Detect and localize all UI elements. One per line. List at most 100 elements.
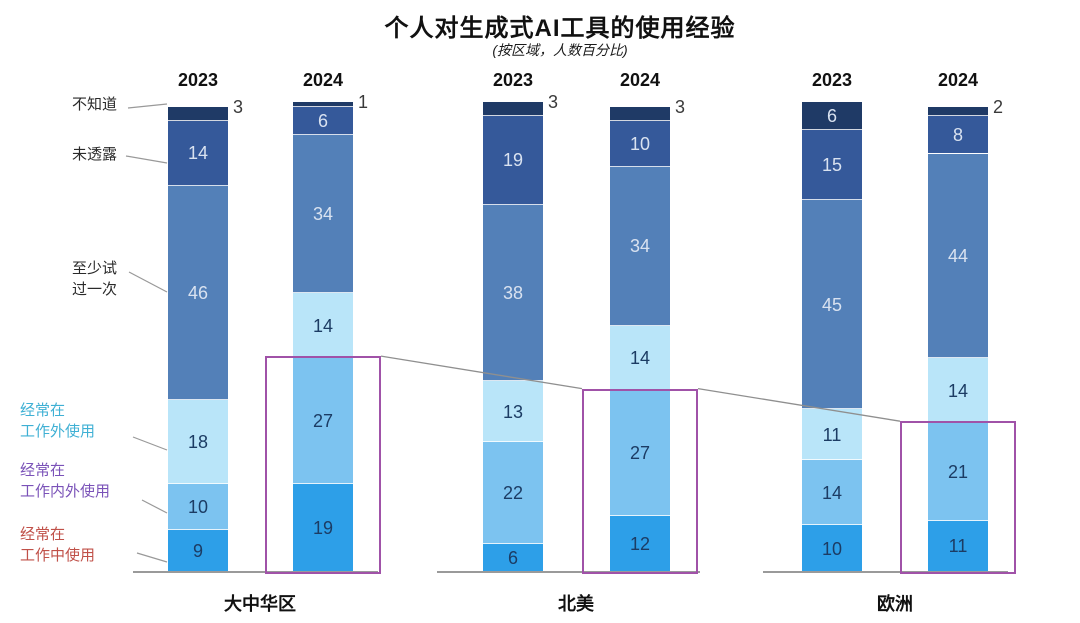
segment-value: 6 (317, 110, 328, 131)
bar-segment-经常在工作内外使用: 27 (610, 390, 670, 517)
bar-segment-经常在工作外使用: 13 (483, 381, 543, 442)
highlight-box-北美 (582, 388, 698, 574)
segment-value: 19 (502, 150, 524, 171)
bar-segment-经常在工作内外使用: 27 (293, 358, 353, 484)
category-label-not-disclosed: 未透露 (72, 144, 117, 165)
bar-segment-至少试过一次: 38 (483, 204, 543, 382)
segment-value: 14 (187, 143, 209, 164)
segment-value: 10 (821, 538, 843, 559)
bar-segment-至少试过一次: 44 (928, 153, 988, 359)
segment-value: 45 (821, 294, 843, 315)
segment-value: 11 (822, 424, 842, 445)
category-label-text: 过一次 (72, 281, 118, 298)
segment-value: 15 (821, 155, 843, 176)
segment-value: 8 (952, 124, 963, 145)
bar-segment-经常在工作内外使用: 22 (483, 441, 543, 545)
bar-segment-不知道 (168, 107, 228, 121)
bar-segment-经常在工作中使用: 9 (168, 530, 228, 572)
bar-segment-经常在工作中使用: 11 (928, 520, 988, 572)
category-label-often-outside-work: 经常在 工作外使用 (20, 400, 95, 442)
segment-value: 46 (187, 282, 209, 303)
category-label-often-at-work: 经常在 工作中使用 (20, 524, 95, 566)
segment-value: 27 (629, 443, 651, 464)
segment-value-outside: 3 (548, 92, 559, 113)
bar-segment-经常在工作外使用: 14 (610, 325, 670, 391)
category-label-text: 工作中使用 (20, 547, 96, 564)
bar-segment-经常在工作内外使用: 21 (928, 423, 988, 521)
segment-value-outside: 2 (993, 97, 1004, 117)
stacked-bar-大中华区-2023: 14 46 18 10 9 (168, 107, 228, 572)
segment-value: 14 (312, 315, 334, 336)
bar-segment-未透露: 6 (293, 106, 353, 135)
stacked-bar-欧洲-2023: 6 15 45 11 14 10 (802, 102, 862, 572)
segment-value: 38 (502, 282, 524, 303)
segment-value: 14 (947, 380, 969, 401)
segment-value: 6 (507, 548, 518, 569)
segment-value: 34 (312, 203, 334, 224)
stacked-bar-北美-2023: 19 38 13 22 6 (483, 102, 543, 572)
chart-subtitle: (按区域，人数百分比) (492, 42, 628, 58)
segment-value: 14 (629, 348, 651, 369)
highlight-box-欧洲 (900, 421, 1016, 574)
segment-value: 14 (821, 482, 843, 503)
stacked-bar-欧洲-2024: 8 44 14 21 11 (928, 107, 988, 572)
segment-value: 10 (187, 496, 209, 517)
segment-value: 11 (948, 536, 968, 557)
year-label: 2023 (492, 70, 534, 90)
bar-segment-未透露: 10 (610, 120, 670, 168)
category-label-often-in-and-outside-work: 经常在 工作内外使用 (20, 460, 110, 502)
bar-segment-至少试过一次: 45 (802, 199, 862, 410)
highlight-box-大中华区 (265, 356, 381, 574)
bar-segment-不知道 (610, 107, 670, 121)
segment-value: 12 (629, 534, 651, 555)
category-label-text: 未透露 (72, 146, 118, 163)
stacked-bar-大中华区-2024: 6 34 14 27 19 (293, 102, 353, 572)
segment-value-outside: 3 (675, 97, 686, 117)
region-label-北美: 北美 (558, 594, 594, 614)
bar-segment-不知道 (293, 102, 353, 107)
segment-value: 9 (192, 541, 203, 562)
bar-segment-至少试过一次: 34 (610, 167, 670, 326)
bar-segment-至少试过一次: 34 (293, 134, 353, 293)
segment-value: 6 (826, 106, 837, 127)
year-label: 2023 (811, 70, 853, 90)
bar-segment-未透露: 19 (483, 116, 543, 205)
category-label-text: 经常在 (20, 462, 66, 479)
bar-segment-不知道: 6 (802, 102, 862, 131)
year-label: 2024 (619, 70, 661, 90)
bar-segment-经常在工作外使用: 18 (168, 399, 228, 484)
region-label-大中华区: 大中华区 (224, 594, 296, 614)
bar-segment-不知道 (928, 107, 988, 117)
bar-segment-经常在工作外使用: 14 (928, 358, 988, 424)
chart-title: 个人对生成式AI工具的使用经验 (384, 15, 736, 42)
segment-value-outside: 1 (358, 92, 369, 113)
year-label: 2024 (937, 70, 979, 90)
category-label-text: 工作内外使用 (20, 483, 111, 500)
year-label: 2023 (177, 70, 219, 90)
category-label-text: 至少试 (72, 260, 118, 277)
segment-value: 22 (502, 482, 524, 503)
bar-segment-经常在工作中使用: 19 (293, 483, 353, 572)
year-label: 2024 (302, 70, 344, 90)
segment-value-outside: 3 (233, 97, 244, 117)
segment-value: 10 (629, 134, 651, 155)
bar-segment-不知道 (483, 102, 543, 117)
bar-segment-经常在工作内外使用: 10 (168, 483, 228, 531)
category-label-text: 经常在 (20, 526, 66, 543)
bar-segment-至少试过一次: 46 (168, 186, 228, 400)
segment-value: 34 (629, 236, 651, 257)
segment-value: 21 (947, 462, 969, 482)
category-label-dont-know: 不知道 (72, 94, 117, 115)
bar-segment-未透露: 8 (928, 116, 988, 154)
bar-segment-经常在工作中使用: 6 (483, 544, 543, 572)
bar-segment-经常在工作外使用: 11 (802, 409, 862, 461)
category-label-tried-at-least-once: 至少试 过一次 (72, 258, 117, 300)
bar-segment-未透露: 14 (168, 120, 228, 187)
category-label-text: 经常在 (20, 402, 66, 419)
bar-segment-未透露: 15 (802, 130, 862, 200)
bar-segment-经常在工作中使用: 10 (802, 525, 862, 572)
bar-segment-经常在工作中使用: 12 (610, 516, 670, 572)
region-label-欧洲: 欧洲 (877, 594, 913, 614)
bar-segment-经常在工作外使用: 14 (293, 292, 353, 359)
